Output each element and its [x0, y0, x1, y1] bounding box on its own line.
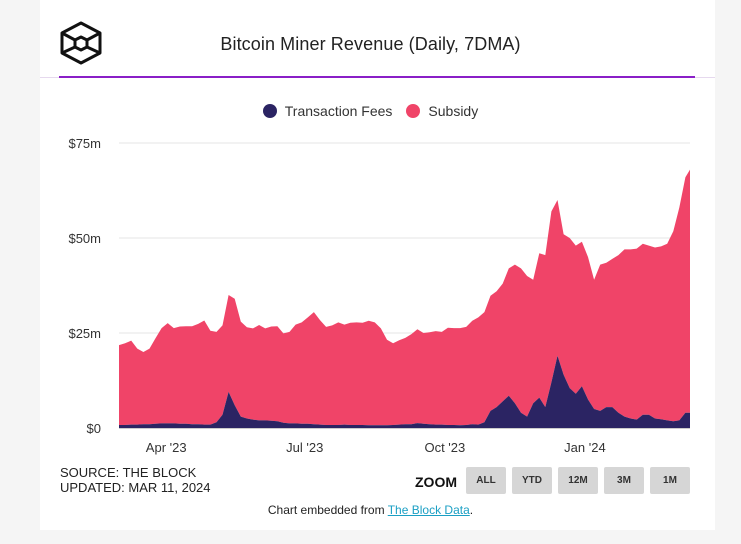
x-tick-label: Jul '23: [286, 440, 323, 455]
y-axis: $0 $25m $50m $75m: [68, 136, 101, 436]
y-tick-label: $50m: [68, 231, 101, 246]
y-tick-label: $0: [87, 421, 101, 436]
zoom-3m-button[interactable]: 3M: [604, 467, 644, 494]
zoom-ytd-button[interactable]: YTD: [512, 467, 552, 494]
embed-suffix: .: [469, 503, 474, 517]
zoom-12m-button[interactable]: 12M: [558, 467, 598, 494]
chart-title: Bitcoin Miner Revenue (Daily, 7DMA): [220, 34, 521, 54]
source-text: SOURCE: THE BLOCK: [60, 465, 197, 480]
updated-text: UPDATED: MAR 11, 2024: [60, 480, 211, 495]
x-axis: Apr '23 Jul '23 Oct '23 Jan '24: [119, 428, 690, 455]
area-transaction-fees[interactable]: [119, 355, 690, 428]
series-areas: [119, 169, 690, 428]
x-tick-label: Oct '23: [424, 440, 465, 455]
x-tick-label: Jan '24: [564, 440, 606, 455]
legend-dot-transaction-fees-icon: [262, 104, 277, 118]
x-tick-label: Apr '23: [146, 440, 187, 455]
y-tick-label: $75m: [68, 136, 101, 151]
legend-label: Transaction Fees: [284, 103, 393, 119]
legend-item-transaction-fees[interactable]: Transaction Fees: [262, 103, 393, 119]
legend-item-subsidy[interactable]: Subsidy: [406, 103, 478, 119]
legend-label: Subsidy: [428, 103, 479, 119]
y-tick-label: $25m: [68, 326, 101, 341]
the-block-data-link[interactable]: The Block Data: [387, 503, 470, 517]
the-block-cube-logo-icon: [60, 21, 102, 65]
zoom-all-button[interactable]: ALL: [466, 467, 506, 494]
embed-credit: Chart embedded from The Block Data.: [0, 503, 741, 517]
zoom-1m-button[interactable]: 1M: [650, 467, 690, 494]
area-subsidy[interactable]: [119, 169, 690, 426]
header-divider: [59, 76, 695, 78]
embed-prefix: Chart embedded from: [267, 503, 388, 517]
zoom-label: ZOOM: [415, 474, 457, 490]
source-info: SOURCE: THE BLOCK UPDATED: MAR 11, 2024: [60, 465, 211, 495]
chart-legend: Transaction Fees Subsidy: [0, 103, 741, 119]
legend-dot-subsidy-icon: [406, 104, 421, 118]
